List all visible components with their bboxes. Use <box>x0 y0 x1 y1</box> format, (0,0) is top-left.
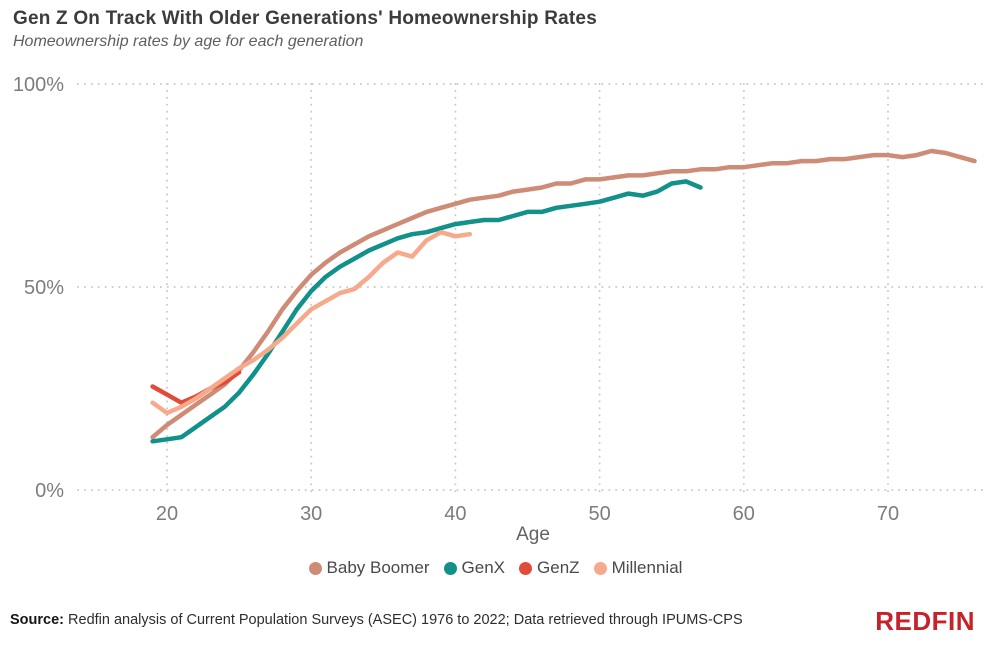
redfin-logo: REDFIN <box>875 606 975 636</box>
series-line-genx <box>150 179 703 444</box>
line-chart: 0% 50% 100% 20 30 40 50 60 70 <box>13 74 986 525</box>
chart-subtitle: Homeownership rates by age for each gene… <box>13 33 364 50</box>
series-line-millennial <box>150 229 473 416</box>
x-tick-label: 60 <box>733 503 755 525</box>
x-tick-label: 40 <box>444 503 466 525</box>
legend-item-genx: GenX <box>443 558 506 578</box>
legend-item-millennial: Millennial <box>593 558 683 578</box>
source-text: Redfin analysis of Current Population Su… <box>64 612 743 628</box>
legend-item-baby-boomer: Baby Boomer <box>308 558 430 578</box>
legend-label: Baby Boomer <box>326 558 430 577</box>
y-tick-label: 100% <box>13 74 64 96</box>
x-tick-label: 70 <box>877 503 899 525</box>
legend-dot-icon <box>308 561 322 575</box>
legend-label: Millennial <box>611 558 683 577</box>
series-line-baby-boomer <box>150 148 977 440</box>
legend-dot-icon <box>443 561 457 575</box>
x-tick-label: 20 <box>156 503 178 525</box>
x-tick-label: 50 <box>588 503 610 525</box>
legend: Baby Boomer GenX GenZ Millennial <box>0 558 991 578</box>
legend-label: GenZ <box>537 558 580 577</box>
y-tick-label: 50% <box>24 277 64 299</box>
legend-dot-icon <box>593 561 607 575</box>
legend-dot-icon <box>519 561 533 575</box>
legend-label: GenX <box>461 558 506 577</box>
chart-title: Gen Z On Track With Older Generations' H… <box>13 8 597 29</box>
source-label: Source: <box>10 612 64 628</box>
x-tick-label: 30 <box>300 503 322 525</box>
x-axis-title: Age <box>516 524 550 545</box>
y-tick-label: 0% <box>35 480 64 502</box>
source-note: Source: Redfin analysis of Current Popul… <box>10 612 743 628</box>
legend-item-genz: GenZ <box>519 558 580 578</box>
